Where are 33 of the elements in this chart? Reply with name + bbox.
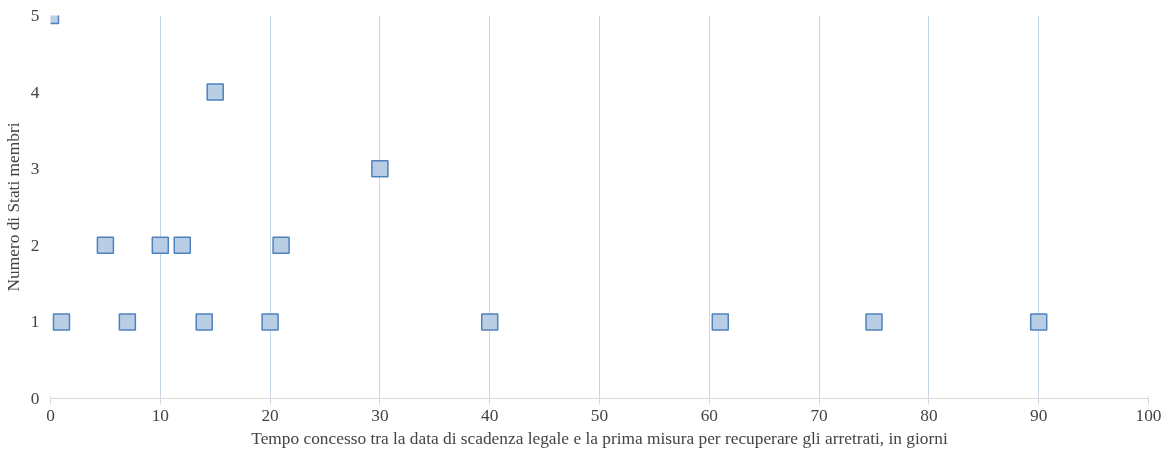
point [173,236,192,255]
y-tick-label: 0 [30,389,40,408]
x-tick-label: 0 [46,405,55,425]
point [261,313,279,331]
x-tick-label: 70 [810,405,828,425]
point [151,236,170,255]
x-tick-label: 90 [1030,405,1048,425]
y-tick-label: 2 [30,235,40,255]
y-tick-label: 4 [30,82,40,102]
x-axis-title: Tempo concesso tra la data di scadenza legale e la prima misura per recuperare gli arretrati, in giorni [251,428,948,448]
point [195,313,213,331]
y-tick-label: 3 [30,159,40,179]
point [96,236,115,255]
x-tick-label: 30 [371,405,389,425]
point [711,313,730,331]
x-tick-label: 20 [261,405,279,425]
x-tick-label: 40 [481,405,499,425]
x-tick-label: 50 [590,405,609,425]
x-tick-label: 100 [1135,405,1162,425]
point [480,313,499,331]
y-tick-label: 5 [30,6,40,25]
point [272,236,290,255]
point [865,313,883,331]
x-tick-label: 60 [700,405,718,425]
point [1029,313,1048,331]
x-tick-label: 10 [151,405,169,425]
point [118,313,137,331]
point [52,313,71,331]
point [371,159,389,178]
y-tick-label: 1 [30,312,40,332]
y-axis-title: Numero di Stati membri [3,122,23,292]
point [206,83,224,101]
x-tick-label: 80 [920,405,938,425]
